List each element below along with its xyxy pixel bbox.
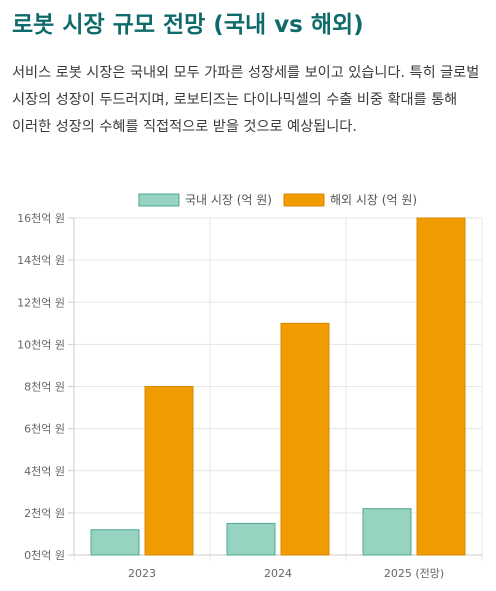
chart-grid [68,217,483,561]
y-tick-label: 6천억 원 [24,422,65,436]
x-tick-label: 2025 (전망) [384,567,444,580]
legend-swatch-series-1[interactable] [138,193,180,207]
page-title: 로봇 시장 규모 전망 (국내 vs 해외) [12,12,364,38]
y-tick-label: 12천억 원 [17,295,65,309]
legend-swatch-series-2[interactable] [283,193,325,207]
x-tick-label: 2024 [264,567,292,580]
y-axis: 0천억 원 2천억 원 4천억 원 6천억 원 8천억 원 10천억 원 12천억 원 14천… [17,211,65,562]
y-tick-label: 0천억 원 [24,548,65,562]
y-tick-label: 2천억 원 [24,506,65,520]
legend-label-series-2[interactable]: 해외 시장 (억 원) [330,193,417,207]
bar-series-2-3[interactable] [416,217,466,556]
bar-series-1-2[interactable] [226,522,276,556]
legend-label-series-1[interactable]: 국내 시장 (억 원) [185,193,272,207]
y-tick-label: 10천억 원 [17,337,65,351]
bar-series-2-2[interactable] [280,322,330,556]
bar-chart: 국내 시장 (억 원) 해외 시장 (억 원) 0천억 원 2천억 원 4천억 원 6천… [17,193,483,580]
y-tick-label: 8천억 원 [24,380,65,394]
chart-legend: 국내 시장 (억 원) 해외 시장 (억 원) [138,193,417,207]
y-tick-label: 14천억 원 [17,253,65,267]
x-tick-label: 2023 [128,567,156,580]
page-description: 서비스 로봇 시장은 국내외 모두 가파른 성장세를 보이고 있습니다. 특히 … [12,65,480,135]
bar-series-2-1[interactable] [144,386,194,556]
bar-series-1-3[interactable] [362,508,412,556]
x-axis: 2023 2024 2025 (전망) [128,567,444,580]
bar-series-1-1[interactable] [90,529,140,556]
chart-bars [90,217,466,556]
y-tick-label: 4천억 원 [24,464,65,478]
y-tick-label: 16천억 원 [17,211,65,225]
